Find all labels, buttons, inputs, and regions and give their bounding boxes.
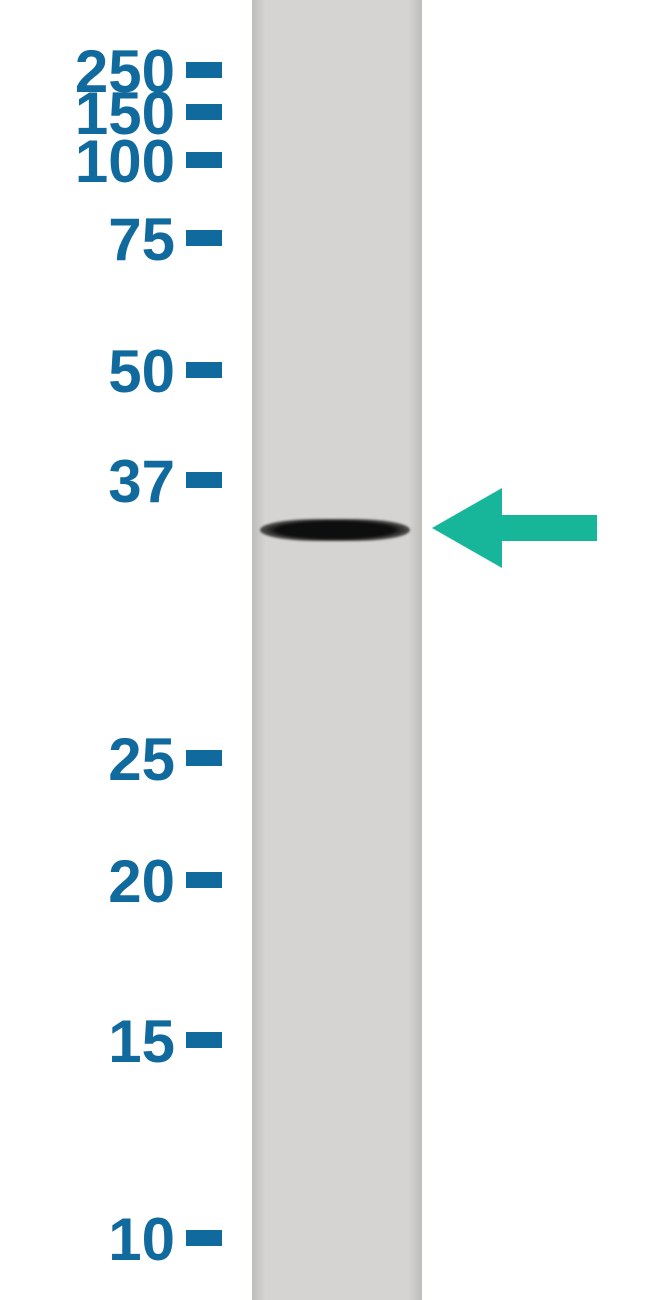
ladder-tick [186, 750, 222, 766]
ladder-label: 100 [75, 127, 175, 196]
ladder-label: 10 [108, 1205, 175, 1274]
ladder-tick [186, 472, 222, 488]
western-blot: 25015010075503725201510 [0, 0, 650, 1300]
ladder-label: 37 [108, 447, 175, 516]
ladder-label: 50 [108, 337, 175, 406]
ladder-label: 20 [108, 847, 175, 916]
arrow-head-icon [432, 488, 502, 568]
ladder-tick [186, 152, 222, 168]
ladder-tick [186, 362, 222, 378]
ladder-tick [186, 104, 222, 120]
ladder-label: 25 [108, 725, 175, 794]
ladder-label: 15 [108, 1007, 175, 1076]
ladder-tick [186, 872, 222, 888]
ladder-label: 75 [108, 205, 175, 274]
ladder-tick [186, 1230, 222, 1246]
protein-band [260, 519, 410, 541]
ladder-tick [186, 62, 222, 78]
ladder-tick [186, 230, 222, 246]
ladder-tick [186, 1032, 222, 1048]
arrow-shaft [502, 515, 597, 541]
sample-lane [252, 0, 422, 1300]
